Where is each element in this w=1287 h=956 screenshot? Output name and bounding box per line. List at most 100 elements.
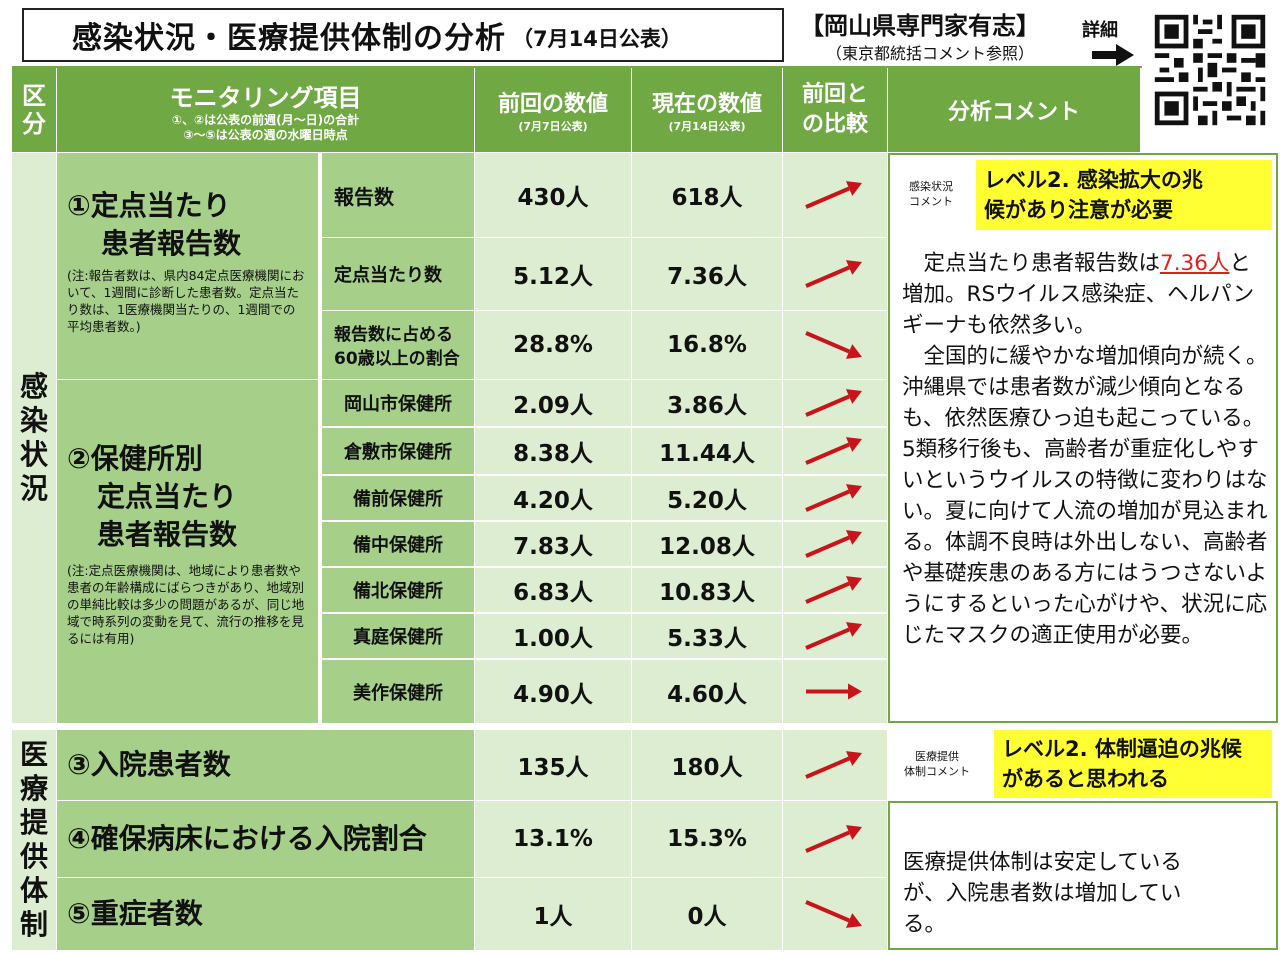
trend-arrow-head-icon <box>845 751 862 766</box>
trend-arrow-shaft <box>805 756 850 779</box>
item1-row-curr: 16.8% <box>632 311 782 379</box>
trend-arrow-shaft <box>805 900 850 923</box>
trend-arrow-shaft <box>805 535 850 558</box>
trend-arrow-head-icon <box>845 576 862 591</box>
item2-row-curr: 11.44人 <box>632 428 782 474</box>
item4-title: ④確保病床における入院割合 <box>67 822 427 855</box>
header-monitoring-note1: ①、②は公表の前週(月～日)の合計 <box>171 112 360 127</box>
expert-title: 【岡山県専門家有志】 <box>800 12 1040 40</box>
medical-comment-label-l2: 体制コメント <box>904 765 970 778</box>
item2-row-prev: 7.83人 <box>475 522 631 566</box>
item1-block: ①定点当たり 患者報告数 (注:報告者数は、県内84定点医療機関において、1週間… <box>57 153 318 379</box>
trend-arrow-shaft <box>805 442 850 465</box>
item2-row-label: 真庭保健所 <box>322 614 474 658</box>
item1-row-prev: 5.12人 <box>475 238 631 310</box>
trend-arrow-head-icon <box>845 437 862 452</box>
trend-arrow-shaft <box>805 830 850 853</box>
infection-level-l2: 候があり注意が必要 <box>984 198 1173 222</box>
trend-arrow-head-icon <box>845 622 862 637</box>
item2-row-curr: 5.20人 <box>632 476 782 520</box>
item1-row-curr: 618人 <box>632 153 782 237</box>
section-infection: 感染状況 <box>12 153 56 723</box>
item5-curr: 0人 <box>632 878 782 950</box>
item1-row3-label-l2: 60歳以上の割合 <box>334 349 460 369</box>
infection-level-l1: レベル2. 感染拡大の兆 <box>984 168 1203 192</box>
medical-level-badge: レベル2. 体制逼迫の兆候 があると思われる <box>994 730 1272 798</box>
item2-row-curr: 4.60人 <box>632 660 782 723</box>
item1-row-label: 報告数 <box>322 153 474 237</box>
infection-comment-label-l2: コメント <box>909 195 953 208</box>
item2-title-l1: ②保健所別 <box>67 442 203 475</box>
page-title: 感染状況・医療提供体制の分析 <box>72 21 506 56</box>
infection-comment-p1-post: と増加。RSウイルス感染症、ヘルパンギーナも依然多い。 <box>902 251 1255 338</box>
item1-row-label: 報告数に占める 60歳以上の割合 <box>322 311 474 379</box>
trend-arrow-shaft <box>805 186 850 209</box>
section-medical-label: 医療提供体制 <box>19 738 48 941</box>
item1-title-l1: ①定点当たり <box>67 189 231 222</box>
header-comment: 分析コメント <box>888 68 1140 152</box>
section-infection-label: 感染状況 <box>19 370 48 505</box>
medical-level-l1: レベル2. 体制逼迫の兆候 <box>1002 737 1242 761</box>
medical-comment-label: 医療提供 体制コメント <box>892 736 982 792</box>
infection-comment-p1-pre: 定点当たり患者報告数は <box>902 251 1161 276</box>
item2-note: (注:定点医療機関は、地域により患者数や患者の年齢構成にばらつきがあり、地域別の… <box>67 563 305 646</box>
item3-row: ③入院患者数 <box>57 730 474 800</box>
item2-row-label: 備前保健所 <box>322 476 474 520</box>
table-top-border <box>12 66 1142 68</box>
trend-arrow-shaft <box>805 331 850 354</box>
item2-row-prev: 4.90人 <box>475 660 631 723</box>
infection-comment-label: 感染状況 コメント <box>890 162 972 226</box>
trend-arrow-shaft <box>805 265 850 288</box>
item2-block: ②保健所別 定点当たり 患者報告数 (注:定点医療機関は、地域により患者数や患者… <box>57 380 318 723</box>
detail-label[interactable]: 詳細 <box>1082 20 1118 41</box>
header-prev-date: (7月7日公表) <box>518 120 588 133</box>
header-prev-label: 前回の数値 <box>497 92 608 117</box>
item1-note: (注:報告者数は、県内84定点医療機関において、1週間に診断した患者数。定点当た… <box>67 268 305 334</box>
item3-title: ③入院患者数 <box>67 748 231 781</box>
header-compare-l1: 前回と <box>801 82 868 107</box>
item4-curr: 15.3% <box>632 801 782 877</box>
trend-arrow-shaft <box>805 394 850 417</box>
header-curr: 現在の数値 (7月14日公表) <box>632 68 782 152</box>
item4-row: ④確保病床における入院割合 <box>57 801 474 877</box>
trend-arrow-head-icon <box>845 260 862 275</box>
medical-comment-text: 医療提供体制は安定しているが、入院患者数は増加している。 <box>903 850 1182 937</box>
title-box: 感染状況・医療提供体制の分析 （7月14日公表） <box>22 8 784 62</box>
item2-row-label: 備北保健所 <box>322 568 474 612</box>
trend-arrow-head-icon <box>845 344 862 359</box>
item2-row-prev: 4.20人 <box>475 476 631 520</box>
infection-level-badge: レベル2. 感染拡大の兆 候があり注意が必要 <box>976 160 1272 230</box>
item2-row-curr: 3.86人 <box>632 380 782 426</box>
item1-title-l2: 患者報告数 <box>101 227 242 260</box>
arrow-right-icon <box>1092 44 1134 66</box>
header-category-label: 区分 <box>22 82 46 138</box>
trend-arrow-head-icon <box>848 683 862 700</box>
infection-comment-highlight-unit: 人 <box>1207 251 1230 276</box>
qr-code-icon[interactable] <box>1150 10 1270 130</box>
item5-prev: 1人 <box>475 878 631 950</box>
infection-comment-highlight-num: 7.36 <box>1160 251 1208 276</box>
trend-arrow-head-icon <box>845 530 862 545</box>
item1-row-label: 定点当たり数 <box>322 238 474 310</box>
item2-row-prev: 2.09人 <box>475 380 631 426</box>
header-monitoring-label: モニタリング項目 <box>169 83 362 112</box>
header-monitoring-note2: ③～⑤は公表の週の水曜日時点 <box>183 127 348 142</box>
trend-arrow-head-icon <box>845 389 862 404</box>
header-category: 区分 <box>12 68 56 152</box>
infection-comment-p2: 全国的に緩やかな増加傾向が続く。沖縄県では患者数が減少傾向となるも、依然医療ひっ… <box>902 344 1268 648</box>
medical-comment-label-l1: 医療提供 <box>915 750 959 763</box>
item2-row-curr: 12.08人 <box>632 522 782 566</box>
trend-arrow-head-icon <box>845 913 862 928</box>
item2-row-label: 備中保健所 <box>322 522 474 566</box>
header-compare-l2: の比較 <box>801 112 868 137</box>
trend-arrow-shaft <box>805 627 850 650</box>
item2-row-curr: 5.33人 <box>632 614 782 658</box>
item2-title-l2: 定点当たり <box>97 480 238 513</box>
header-monitoring: モニタリング項目 ①、②は公表の前週(月～日)の合計 ③～⑤は公表の週の水曜日時… <box>57 68 474 152</box>
item2-row-prev: 6.83人 <box>475 568 631 612</box>
header-compare: 前回と の比較 <box>783 68 887 152</box>
infection-comment-text: 定点当たり患者報告数は7.36人と増加。RSウイルス感染症、ヘルパンギーナも依然… <box>902 248 1270 722</box>
item5-title: ⑤重症者数 <box>67 897 203 930</box>
item2-row-label: 倉敷市保健所 <box>322 428 474 474</box>
